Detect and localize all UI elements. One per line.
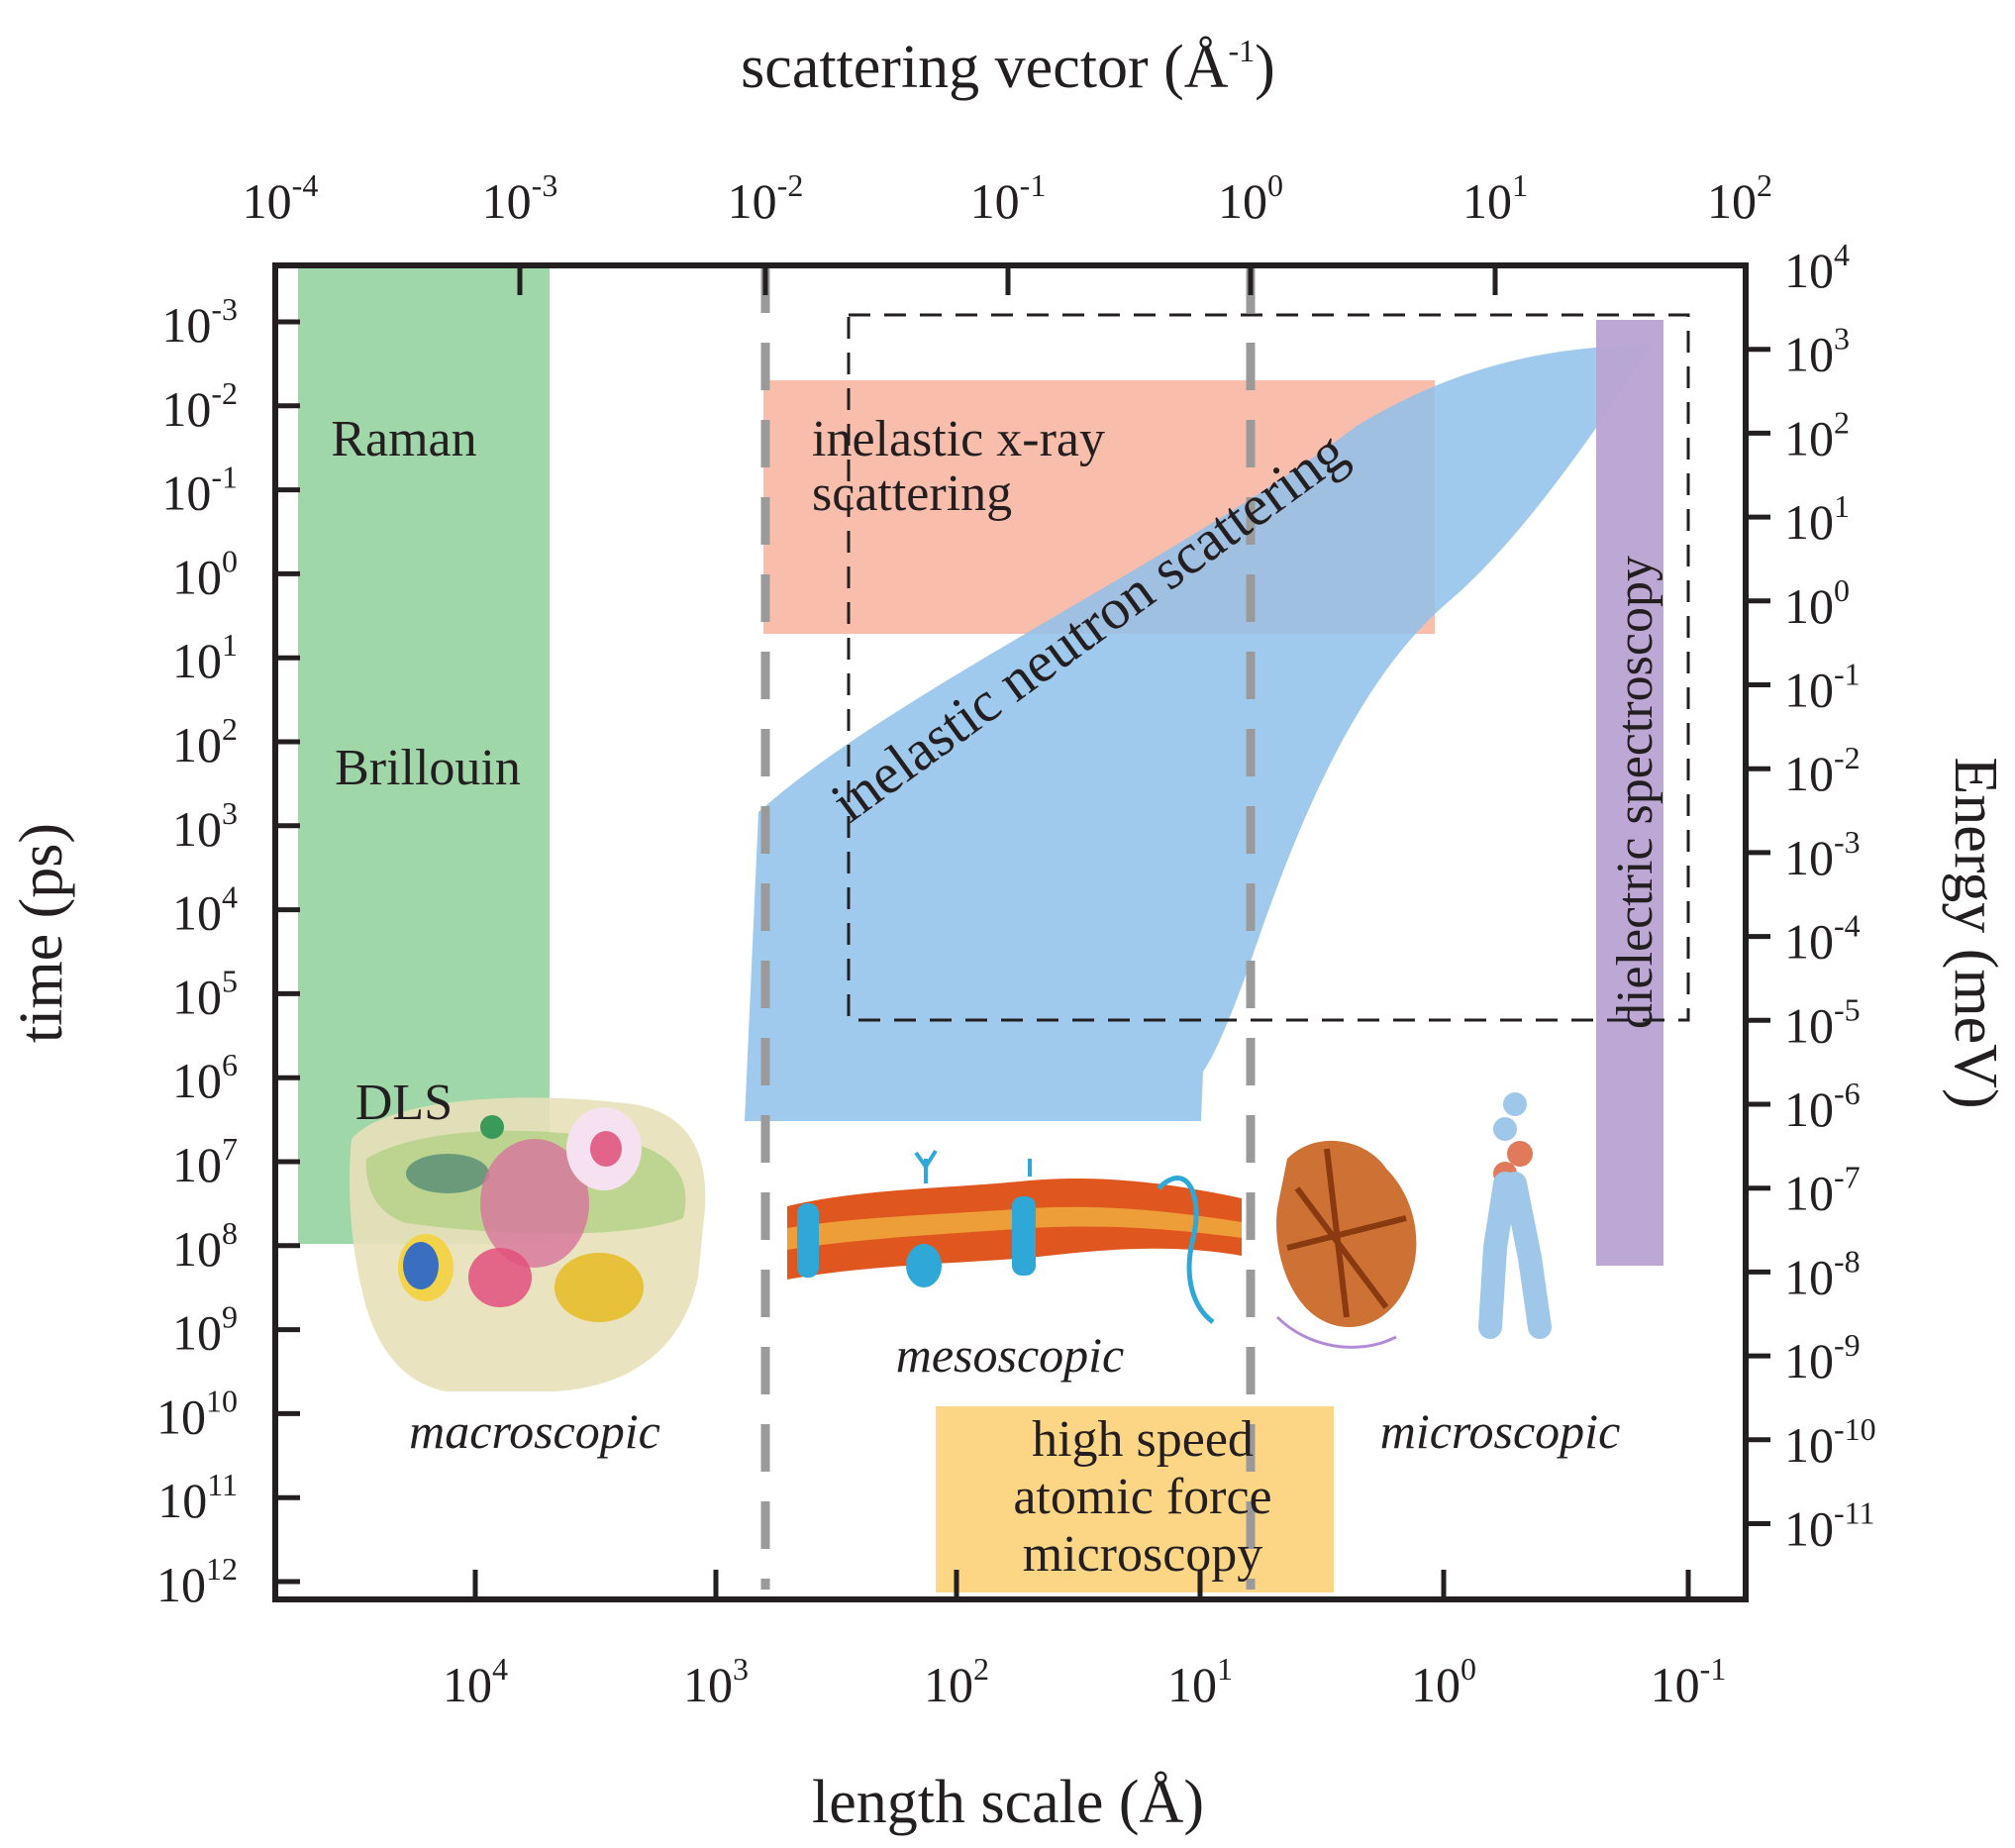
top-tick-label: 102 — [1707, 167, 1772, 229]
right-tick-label: 10-1 — [1784, 657, 1861, 718]
microscopic-label: microscopic — [1380, 1403, 1621, 1459]
raman-brillouin-dls-region — [298, 265, 550, 1244]
lipid-illustration — [1478, 1092, 1552, 1339]
top-tick-label: 100 — [1218, 167, 1283, 229]
afm-label-line3: microscopy — [1023, 1526, 1263, 1583]
left-tick-label: 109 — [172, 1299, 238, 1361]
bottom-tick-label: 101 — [1167, 1651, 1233, 1712]
bottom-tick-label: 100 — [1411, 1651, 1476, 1712]
ixs-label-line1: inelastic x-ray — [812, 411, 1105, 467]
right-tick-label: 10-2 — [1784, 740, 1861, 801]
top-axis-title: scattering vector (Å-1) — [741, 33, 1275, 101]
right-tick-label: 10-3 — [1784, 824, 1861, 885]
bottom-tick-label: 104 — [443, 1651, 508, 1712]
left-tick-label: 103 — [172, 795, 238, 857]
macroscopic-label: macroscopic — [409, 1403, 660, 1459]
right-tick-label: 10-6 — [1784, 1076, 1861, 1137]
left-tick-label: 1011 — [157, 1467, 238, 1528]
mesoscopic-label: mesoscopic — [896, 1327, 1125, 1383]
top-tick-label: 10-3 — [482, 167, 558, 229]
brillouin-label: Brillouin — [335, 740, 521, 796]
dielectric-label: dielectric spectroscopy — [1607, 556, 1663, 1029]
right-tick-label: 10-10 — [1784, 1411, 1876, 1473]
left-tick-label: 102 — [172, 711, 238, 772]
top-tick-label: 101 — [1462, 167, 1528, 229]
right-tick-label: 103 — [1784, 321, 1850, 382]
left-axis-title: time (ps) — [8, 823, 75, 1043]
membrane-illustration — [787, 1149, 1242, 1324]
ins-region — [745, 345, 1652, 1121]
left-tick-label: 1012 — [156, 1551, 238, 1612]
left-tick-label: 106 — [172, 1047, 238, 1108]
right-axis-title: Energy (meV) — [1942, 757, 2009, 1108]
left-tick-label: 10-3 — [161, 291, 238, 353]
right-tick-label: 10-5 — [1784, 991, 1861, 1053]
top-tick-labels: 10-4 10-3 10-2 10-1 100 101 102 — [243, 167, 1772, 229]
right-tick-label: 102 — [1784, 404, 1850, 465]
top-tick-label: 10-1 — [970, 167, 1047, 229]
right-tick-label: 10-4 — [1784, 908, 1861, 970]
bottom-tick-labels: 104 103 102 101 100 10-1 — [443, 1651, 1726, 1712]
right-tick-label: 104 — [1784, 237, 1850, 298]
left-tick-label: 105 — [172, 963, 238, 1024]
right-tick-label: 100 — [1784, 572, 1850, 634]
dls-label: DLS — [355, 1075, 453, 1131]
dashed-inset-box — [847, 313, 1690, 1022]
right-tick-label: 10-11 — [1784, 1495, 1874, 1557]
ixs-label-line2: scattering — [812, 465, 1012, 522]
left-tick-label: 104 — [172, 879, 238, 941]
left-tick-label: 108 — [172, 1215, 238, 1277]
left-tick-label: 10-2 — [161, 375, 238, 437]
dielectric-region — [1596, 320, 1663, 1266]
left-tick-label: 1010 — [156, 1383, 238, 1444]
right-tick-label: 101 — [1784, 488, 1850, 550]
bottom-tick-label: 102 — [924, 1651, 989, 1712]
raman-label: Raman — [331, 411, 476, 467]
bottom-tick-label: 10-1 — [1651, 1651, 1727, 1712]
top-tick-label: 10-2 — [728, 167, 804, 229]
bottom-axis-title: length scale (Å) — [812, 1769, 1204, 1836]
right-tick-labels: 104 103 102 101 100 10-1 10-2 10-3 10-4 10-5 10-6 1… — [1784, 237, 1876, 1557]
left-tick-label: 100 — [172, 543, 238, 604]
left-tick-label: 101 — [172, 627, 238, 688]
cell-illustration — [350, 1097, 706, 1391]
left-tick-label: 107 — [172, 1131, 238, 1192]
afm-region — [936, 1406, 1334, 1592]
left-tick-label: 10-1 — [161, 460, 238, 521]
right-tick-label: 10-7 — [1784, 1160, 1861, 1221]
top-tick-label: 10-4 — [243, 167, 319, 229]
afm-label-line2: atomic force — [1013, 1469, 1271, 1525]
right-tick-label: 10-9 — [1784, 1327, 1861, 1388]
tick-marks — [275, 265, 1770, 1599]
right-tick-label: 10-8 — [1784, 1243, 1861, 1304]
bottom-tick-label: 103 — [683, 1651, 749, 1712]
afm-label-line1: high speed — [1032, 1411, 1254, 1468]
protein-illustration — [1275, 1140, 1417, 1349]
left-tick-labels: 10-3 10-2 10-1 100 101 102 103 104 105 106 107 108 1… — [156, 291, 238, 1612]
